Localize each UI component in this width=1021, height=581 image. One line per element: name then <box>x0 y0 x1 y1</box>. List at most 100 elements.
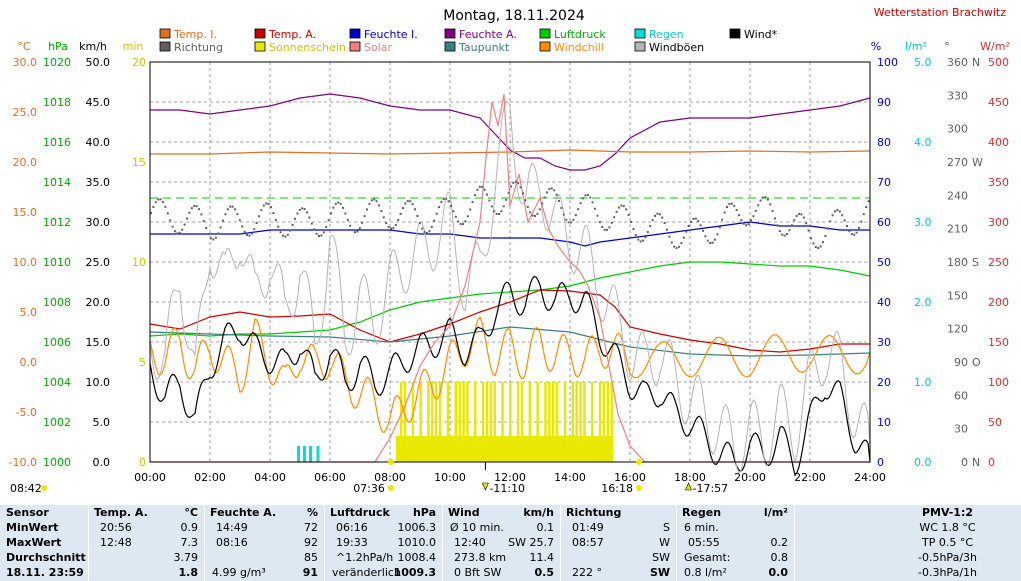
direction-point <box>224 213 227 216</box>
direction-point <box>582 197 584 200</box>
table-row: -0.3hPa/1h <box>918 566 977 579</box>
direction-point <box>788 229 791 232</box>
direction-point <box>651 219 654 222</box>
direction-point <box>478 185 481 188</box>
direction-point <box>399 212 402 215</box>
table-row: 01:49 S <box>566 520 672 535</box>
tick-label: 270 <box>947 156 968 169</box>
cell-value: 3.79 <box>173 551 199 564</box>
sunshine-bar <box>606 382 610 436</box>
direction-point <box>543 196 546 199</box>
direction-point <box>589 196 592 199</box>
table-row: 222 ° SW <box>566 565 672 580</box>
direction-point <box>493 210 496 213</box>
direction-point <box>272 211 275 214</box>
row-label: MinWert <box>6 521 59 534</box>
direction-point <box>505 198 508 201</box>
direction-point <box>301 207 304 210</box>
sunshine-bar <box>435 382 438 436</box>
direction-point <box>320 234 323 237</box>
sunshine-bar <box>520 382 524 436</box>
table-row: ^1.2hPa/h 1008.4 <box>330 550 438 565</box>
cell-value: S <box>663 521 670 534</box>
direction-point <box>210 237 212 240</box>
direction-point <box>536 212 539 215</box>
table-row: 1.8 <box>94 565 200 580</box>
direction-point <box>152 206 155 209</box>
direction-point <box>526 205 529 208</box>
direction-point <box>663 221 666 224</box>
direction-point <box>577 208 580 211</box>
direction-point <box>416 214 419 217</box>
direction-point <box>786 232 788 235</box>
direction-point <box>498 212 500 215</box>
cell-value: 1.8 <box>178 566 199 579</box>
direction-point <box>361 221 364 224</box>
legend-swatch <box>159 41 171 52</box>
axis-unit: W/m² <box>980 40 1010 53</box>
cell-value: 7.3 <box>180 536 199 549</box>
series-luftdruck <box>149 261 871 337</box>
legend-label: Windchill <box>554 41 604 54</box>
direction-point <box>308 216 311 219</box>
direction-point <box>860 220 863 223</box>
direction-point <box>466 215 469 218</box>
x-tick-label: 16:00 <box>614 471 646 484</box>
direction-point <box>390 227 392 230</box>
tick-label: 50.0 <box>86 56 111 69</box>
cell-value: W <box>659 536 670 549</box>
col-wind: Wind km/h Ø 10 min. 0.1 12:40 SW 25.7 273.8… <box>448 505 556 581</box>
direction-point <box>262 204 265 207</box>
tick-label: 25.0 <box>86 256 111 269</box>
direction-point <box>716 233 719 236</box>
direction-point <box>394 223 397 226</box>
x-tick-label: 06:00 <box>314 471 346 484</box>
cell-time: 4.99 g/m³ <box>212 566 266 579</box>
direction-point <box>337 201 340 204</box>
direction-point <box>325 225 328 228</box>
table-row: SW <box>566 550 672 565</box>
direction-point <box>574 214 577 217</box>
direction-point <box>846 225 848 228</box>
tick-label: 15 <box>132 156 146 169</box>
direction-point <box>358 227 361 230</box>
sunshine-bar <box>454 382 457 436</box>
direction-point <box>205 227 208 230</box>
axis-unit: km/h <box>79 40 107 53</box>
tick-label: 3.0 <box>914 216 932 229</box>
direction-point <box>798 212 800 215</box>
direction-point <box>814 245 817 248</box>
direction-point <box>356 230 359 233</box>
axis-unit: min <box>123 40 144 53</box>
tick-label: 0 <box>961 456 968 469</box>
direction-point <box>591 201 594 204</box>
direction-point <box>702 229 704 232</box>
cell-value: 85 <box>304 551 318 564</box>
direction-point <box>246 233 248 236</box>
compass-label: N <box>972 456 980 469</box>
temp-header: Temp. A. <box>94 506 148 519</box>
cell-value: 0.9 <box>180 521 199 534</box>
direction-point <box>572 218 575 221</box>
direction-point <box>622 205 625 208</box>
cell-time: 14:49 <box>216 521 248 534</box>
sunshine-bar <box>552 382 555 436</box>
tick-label: 25.0 <box>13 106 38 119</box>
cell-time: 06:16 <box>336 521 368 534</box>
direction-point <box>584 194 587 197</box>
direction-point <box>198 208 200 211</box>
legend-swatch <box>349 41 361 52</box>
tick-label: 1016 <box>43 136 71 149</box>
direction-point <box>757 204 760 207</box>
direction-point <box>315 232 318 235</box>
sunshine-bar <box>598 382 602 436</box>
direction-point <box>709 241 712 244</box>
direction-point <box>190 207 193 210</box>
direction-point <box>529 211 532 214</box>
tick-label: 0.0 <box>914 456 932 469</box>
tick-label: 1010 <box>43 256 71 269</box>
cell-time: 273.8 km <box>454 551 507 564</box>
direction-point <box>507 191 510 194</box>
axes: -10.0-5.00.05.010.015.020.025.030.010001… <box>9 56 1009 469</box>
sunshine-bar <box>548 382 551 436</box>
